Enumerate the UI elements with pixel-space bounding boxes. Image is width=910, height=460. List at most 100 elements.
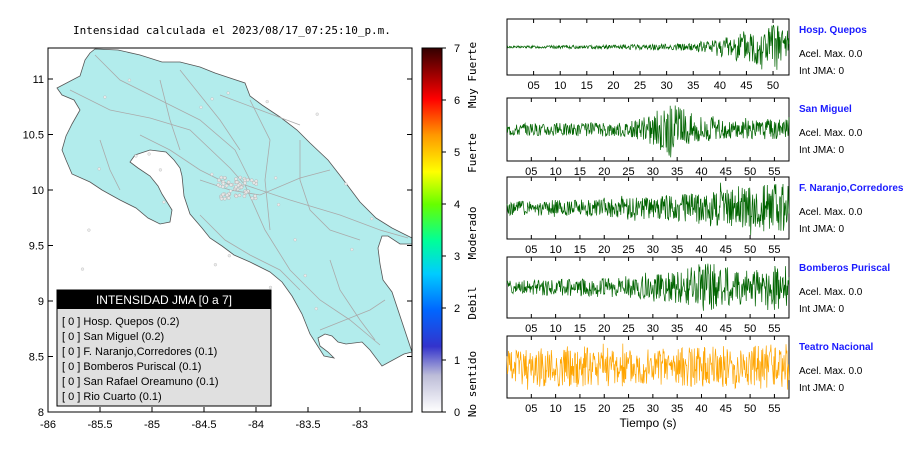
road-line <box>244 184 381 346</box>
station-dot <box>226 196 231 200</box>
jma-intensity: Int JMA: 0 <box>799 145 844 156</box>
colorbar-class-label: Fuerte <box>466 133 479 173</box>
waveform-panel: 05 10 15 20 25 30 35 40 45 50 55 F. Naranjo,Corredo… <box>506 176 904 256</box>
map-x-tick-label: -85 <box>144 419 160 431</box>
waveform-tick-label: 15 <box>574 323 586 335</box>
waveform-tick-label: 25 <box>622 166 634 178</box>
legend-title-bar <box>57 290 271 309</box>
waveform-tick-label: 30 <box>660 80 672 92</box>
jma-intensity: Int JMA: 0 <box>799 66 844 77</box>
waveform-tick-label: 45 <box>720 166 732 178</box>
waveform-tick-label: 40 <box>695 403 707 415</box>
waveform-trace <box>506 24 790 70</box>
waveform-tick-label: 45 <box>720 323 732 335</box>
waveform-trace <box>506 343 790 390</box>
waveform-trace <box>506 105 790 158</box>
waveform-tick-label: 40 <box>695 323 707 335</box>
station-dot <box>199 105 203 109</box>
station-dot <box>235 180 239 184</box>
waveform-tick-label: 05 <box>525 166 537 178</box>
station-dot <box>370 217 374 221</box>
station-dot <box>147 152 151 156</box>
intensity-colorbar: 0 1 2 3 4 5 6 7 No sentido Debil Moderado Fuerte Mu… <box>421 42 479 419</box>
road-line <box>299 140 361 241</box>
colorbar-tick-label: 5 <box>454 147 460 159</box>
map-frame <box>47 47 413 413</box>
road-line <box>319 299 386 331</box>
station-dot <box>127 78 131 82</box>
waveform-tick-label: 55 <box>768 403 780 415</box>
station-dot <box>225 193 229 198</box>
road-line <box>99 139 121 191</box>
waveform-tick-label: 45 <box>720 244 732 256</box>
waveform-tick-label: 20 <box>598 323 610 335</box>
legend-box <box>56 289 272 407</box>
station-dot <box>268 285 273 289</box>
station-markers <box>80 78 374 330</box>
station-dot <box>234 194 239 198</box>
waveform-tick-label: 05 <box>525 323 537 335</box>
station-dot <box>245 178 250 182</box>
waveform-tick-label: 10 <box>549 403 561 415</box>
station-dot <box>244 190 249 195</box>
station-dot <box>229 183 233 187</box>
map-y-tick-label: 10 <box>32 185 44 197</box>
map-y-tick-label: 10.5 <box>23 130 44 142</box>
station-dot <box>227 254 231 258</box>
road-line <box>199 214 301 291</box>
waveform-tick-label: 55 <box>768 244 780 256</box>
waveform-tick-label: 50 <box>744 166 756 178</box>
waveform-tick-label: 50 <box>767 80 779 92</box>
station-dot <box>221 185 225 189</box>
road-line <box>139 134 231 186</box>
waveform-tick-label: 50 <box>744 244 756 256</box>
colorbar-labels: No sentido Debil Moderado Fuerte Muy Fuerte <box>466 42 479 417</box>
waveform-tick-label: 25 <box>622 244 634 256</box>
waveform-tick-label: 35 <box>671 323 683 335</box>
station-dot <box>223 196 227 201</box>
waveform-tick-label: 50 <box>744 403 756 415</box>
waveform-panels: 05 10 15 20 25 30 35 40 45 50 Hosp. Quepos Acel. Ma… <box>506 18 904 415</box>
waveform-tick-label: 35 <box>671 244 683 256</box>
station-dot <box>222 176 227 180</box>
waveform-tick-label: 25 <box>622 323 634 335</box>
waveform-trace <box>506 263 790 311</box>
station-dot <box>237 193 242 198</box>
waveform-frame <box>506 18 790 76</box>
station-dot <box>236 183 240 187</box>
max-acceleration: Acel. Max. 0.0 <box>799 366 863 377</box>
waveform-tick-label: 20 <box>598 244 610 256</box>
waveform-tick-label: 35 <box>687 80 699 92</box>
map-y-tick-label: 8 <box>38 407 44 419</box>
map-x-axis: -86 -85.5 -85 -84.5 -84 -83.5 -83 <box>40 407 368 431</box>
station-dot <box>277 203 281 207</box>
legend-list: [ 0 ] Hosp. Quepos (0.2) [ 0 ] San Miguel… <box>62 316 219 403</box>
station-dot <box>210 97 214 101</box>
waveform-tick-label: 40 <box>695 244 707 256</box>
road-line <box>244 184 409 239</box>
station-name: Teatro Nacional <box>799 342 873 353</box>
road-line <box>179 69 241 151</box>
colorbar-tick-label: 0 <box>454 407 460 419</box>
station-dot <box>226 91 230 95</box>
waveform-tick-label: 40 <box>714 80 726 92</box>
station-dot <box>229 189 233 193</box>
waveform-tick-label: 30 <box>647 323 659 335</box>
colorbar-tick-label: 2 <box>454 303 460 315</box>
station-dot <box>315 112 319 116</box>
waveform-tick-label: 30 <box>647 403 659 415</box>
waveform-tick-label: 55 <box>768 323 780 335</box>
waveform-tick-label: 10 <box>549 166 561 178</box>
station-dot <box>249 178 254 182</box>
waveform-panel: 05 10 15 20 25 30 35 40 45 50 55 Teatro Nacional Ace… <box>506 335 873 415</box>
station-dot <box>250 196 255 201</box>
station-name: San Miguel <box>799 104 852 115</box>
waveform-tick-label: 05 <box>525 244 537 256</box>
legend-item: [ 0 ] Hosp. Quepos (0.2) <box>62 316 179 328</box>
station-dot <box>216 183 221 187</box>
page-title: Intensidad calculada el 2023/08/17_07:25… <box>73 24 391 37</box>
station-dot <box>134 154 138 158</box>
jma-intensity: Int JMA: 0 <box>799 383 844 394</box>
station-dot <box>80 267 85 271</box>
waveform-panel: 05 10 15 20 25 30 35 40 45 50 55 San Miguel Acel. Ma… <box>506 97 863 178</box>
